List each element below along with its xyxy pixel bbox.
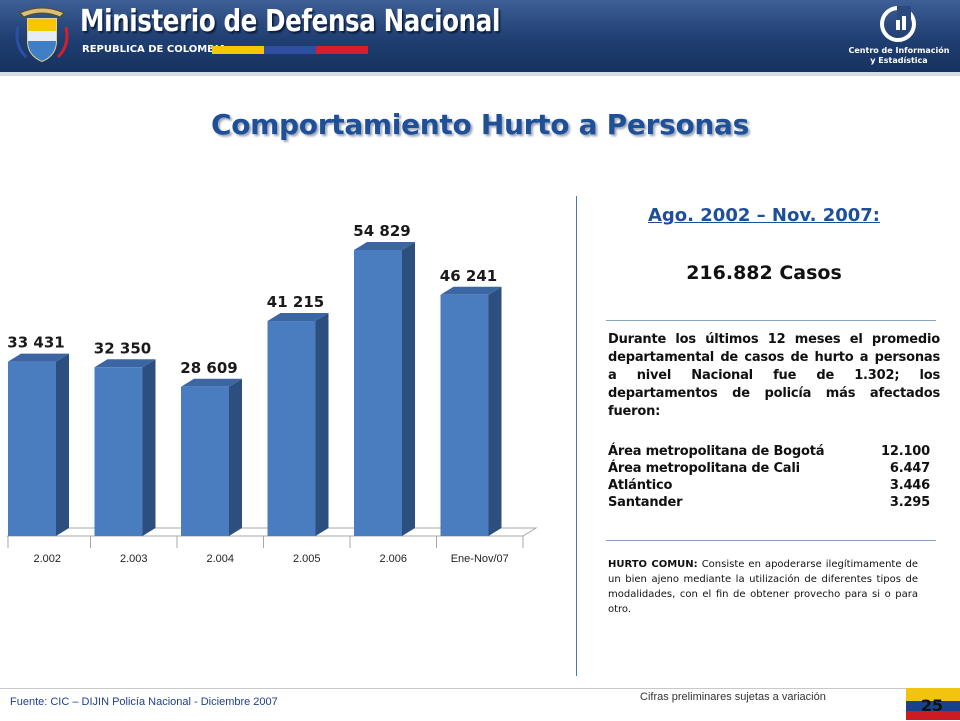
separator-bottom: [606, 540, 936, 541]
period-heading: Ago. 2002 – Nov. 2007:: [647, 205, 880, 226]
definition-term: HURTO COMUN:: [608, 559, 698, 570]
bar-value-label: 54 829: [353, 222, 410, 240]
center-name-line2: y Estadística: [870, 56, 928, 65]
x-tick-label: 2.005: [293, 553, 321, 565]
department-row: Santander 3.295: [608, 494, 930, 511]
bar-value-label: 41 215: [267, 293, 324, 311]
bar-top: [181, 378, 242, 387]
separator-top: [606, 320, 936, 321]
bar-value-label: 33 431: [7, 334, 64, 352]
department-name: Área metropolitana de Bogotá: [608, 444, 825, 459]
bar: [8, 361, 56, 536]
bar-top: [8, 353, 69, 362]
bar-side: [56, 353, 69, 536]
x-tick-label: 2.004: [206, 553, 234, 565]
x-tick-label: 2.003: [120, 553, 148, 565]
vertical-divider: [576, 196, 577, 676]
statistics-center-logo-icon: [880, 6, 916, 42]
department-name: Atlántico: [608, 478, 673, 493]
bar-side: [229, 378, 242, 536]
footer-area: [0, 688, 906, 721]
x-tick-label: 2.002: [33, 553, 61, 565]
page-title: Comportamiento Hurto a Personas: [211, 108, 749, 141]
bar-top: [354, 242, 415, 250]
bar-top: [440, 286, 502, 295]
bar-side: [142, 359, 156, 536]
department-value: 3.295: [889, 495, 930, 510]
ministry-title: Ministerio de Defensa Nacional: [80, 4, 500, 39]
source-note: Fuente: CIC – DIJIN Policía Nacional - D…: [10, 696, 278, 708]
bar-chart: 33 431 2.002 32 350 2.003 28 609 2.004 41 215 2…: [6, 222, 538, 565]
department-value: 12.100: [881, 444, 930, 459]
bar-value-label: 46 241: [440, 267, 497, 285]
page-number: 25: [920, 696, 944, 715]
department-row: Atlántico 3.446: [608, 477, 930, 494]
bar: [354, 250, 402, 536]
header-banner: Ministerio de Defensa Nacional REPUBLICA…: [0, 0, 960, 76]
summary-text: Durante los últimos 12 meses el promedio…: [608, 332, 940, 419]
preliminary-note: Cifras preliminares sujetas a variación: [640, 691, 826, 703]
center-name-line1: Centro de Información: [848, 46, 950, 55]
department-value: 6.447: [889, 461, 930, 476]
bar: [267, 321, 316, 536]
bar: [440, 294, 489, 536]
center-name: Centro de Información y Estadística: [834, 46, 960, 66]
department-list: Área metropolitana de Bogotá 12.100 Área m…: [608, 443, 930, 511]
department-name: Área metropolitana de Cali: [608, 461, 800, 476]
flag-stripe: [212, 46, 368, 54]
department-row: Área metropolitana de Bogotá 12.100: [608, 443, 930, 460]
coat-of-arms-icon: [15, 7, 69, 63]
definition-text: HURTO COMUN: Consiste en apoderarse ileg…: [608, 557, 918, 617]
definition-body: Consiste en apoderarse ilegítimamente de…: [608, 559, 918, 615]
bar-side: [488, 286, 502, 536]
bar-value-label: 28 609: [180, 359, 237, 377]
republic-name: REPUBLICA DE COLOMBIA: [82, 44, 227, 55]
x-tick-label: 2.006: [379, 553, 407, 565]
bar: [181, 386, 229, 536]
department-value: 3.446: [889, 478, 930, 493]
total-cases: 216.882 Casos: [686, 262, 842, 284]
bar-value-label: 32 350: [94, 339, 151, 357]
bar-top: [94, 359, 156, 368]
bar-top: [267, 313, 329, 322]
chart-plot-area: 33 431 2.002 32 350 2.003 28 609 2.004 41 215 2…: [6, 222, 538, 565]
department-name: Santander: [608, 495, 683, 510]
bar: [94, 367, 143, 536]
department-row: Área metropolitana de Cali 6.447: [608, 460, 930, 477]
bar-side: [315, 313, 329, 536]
x-tick-label: Ene-Nov/07: [451, 553, 509, 565]
bar-side: [402, 242, 415, 536]
